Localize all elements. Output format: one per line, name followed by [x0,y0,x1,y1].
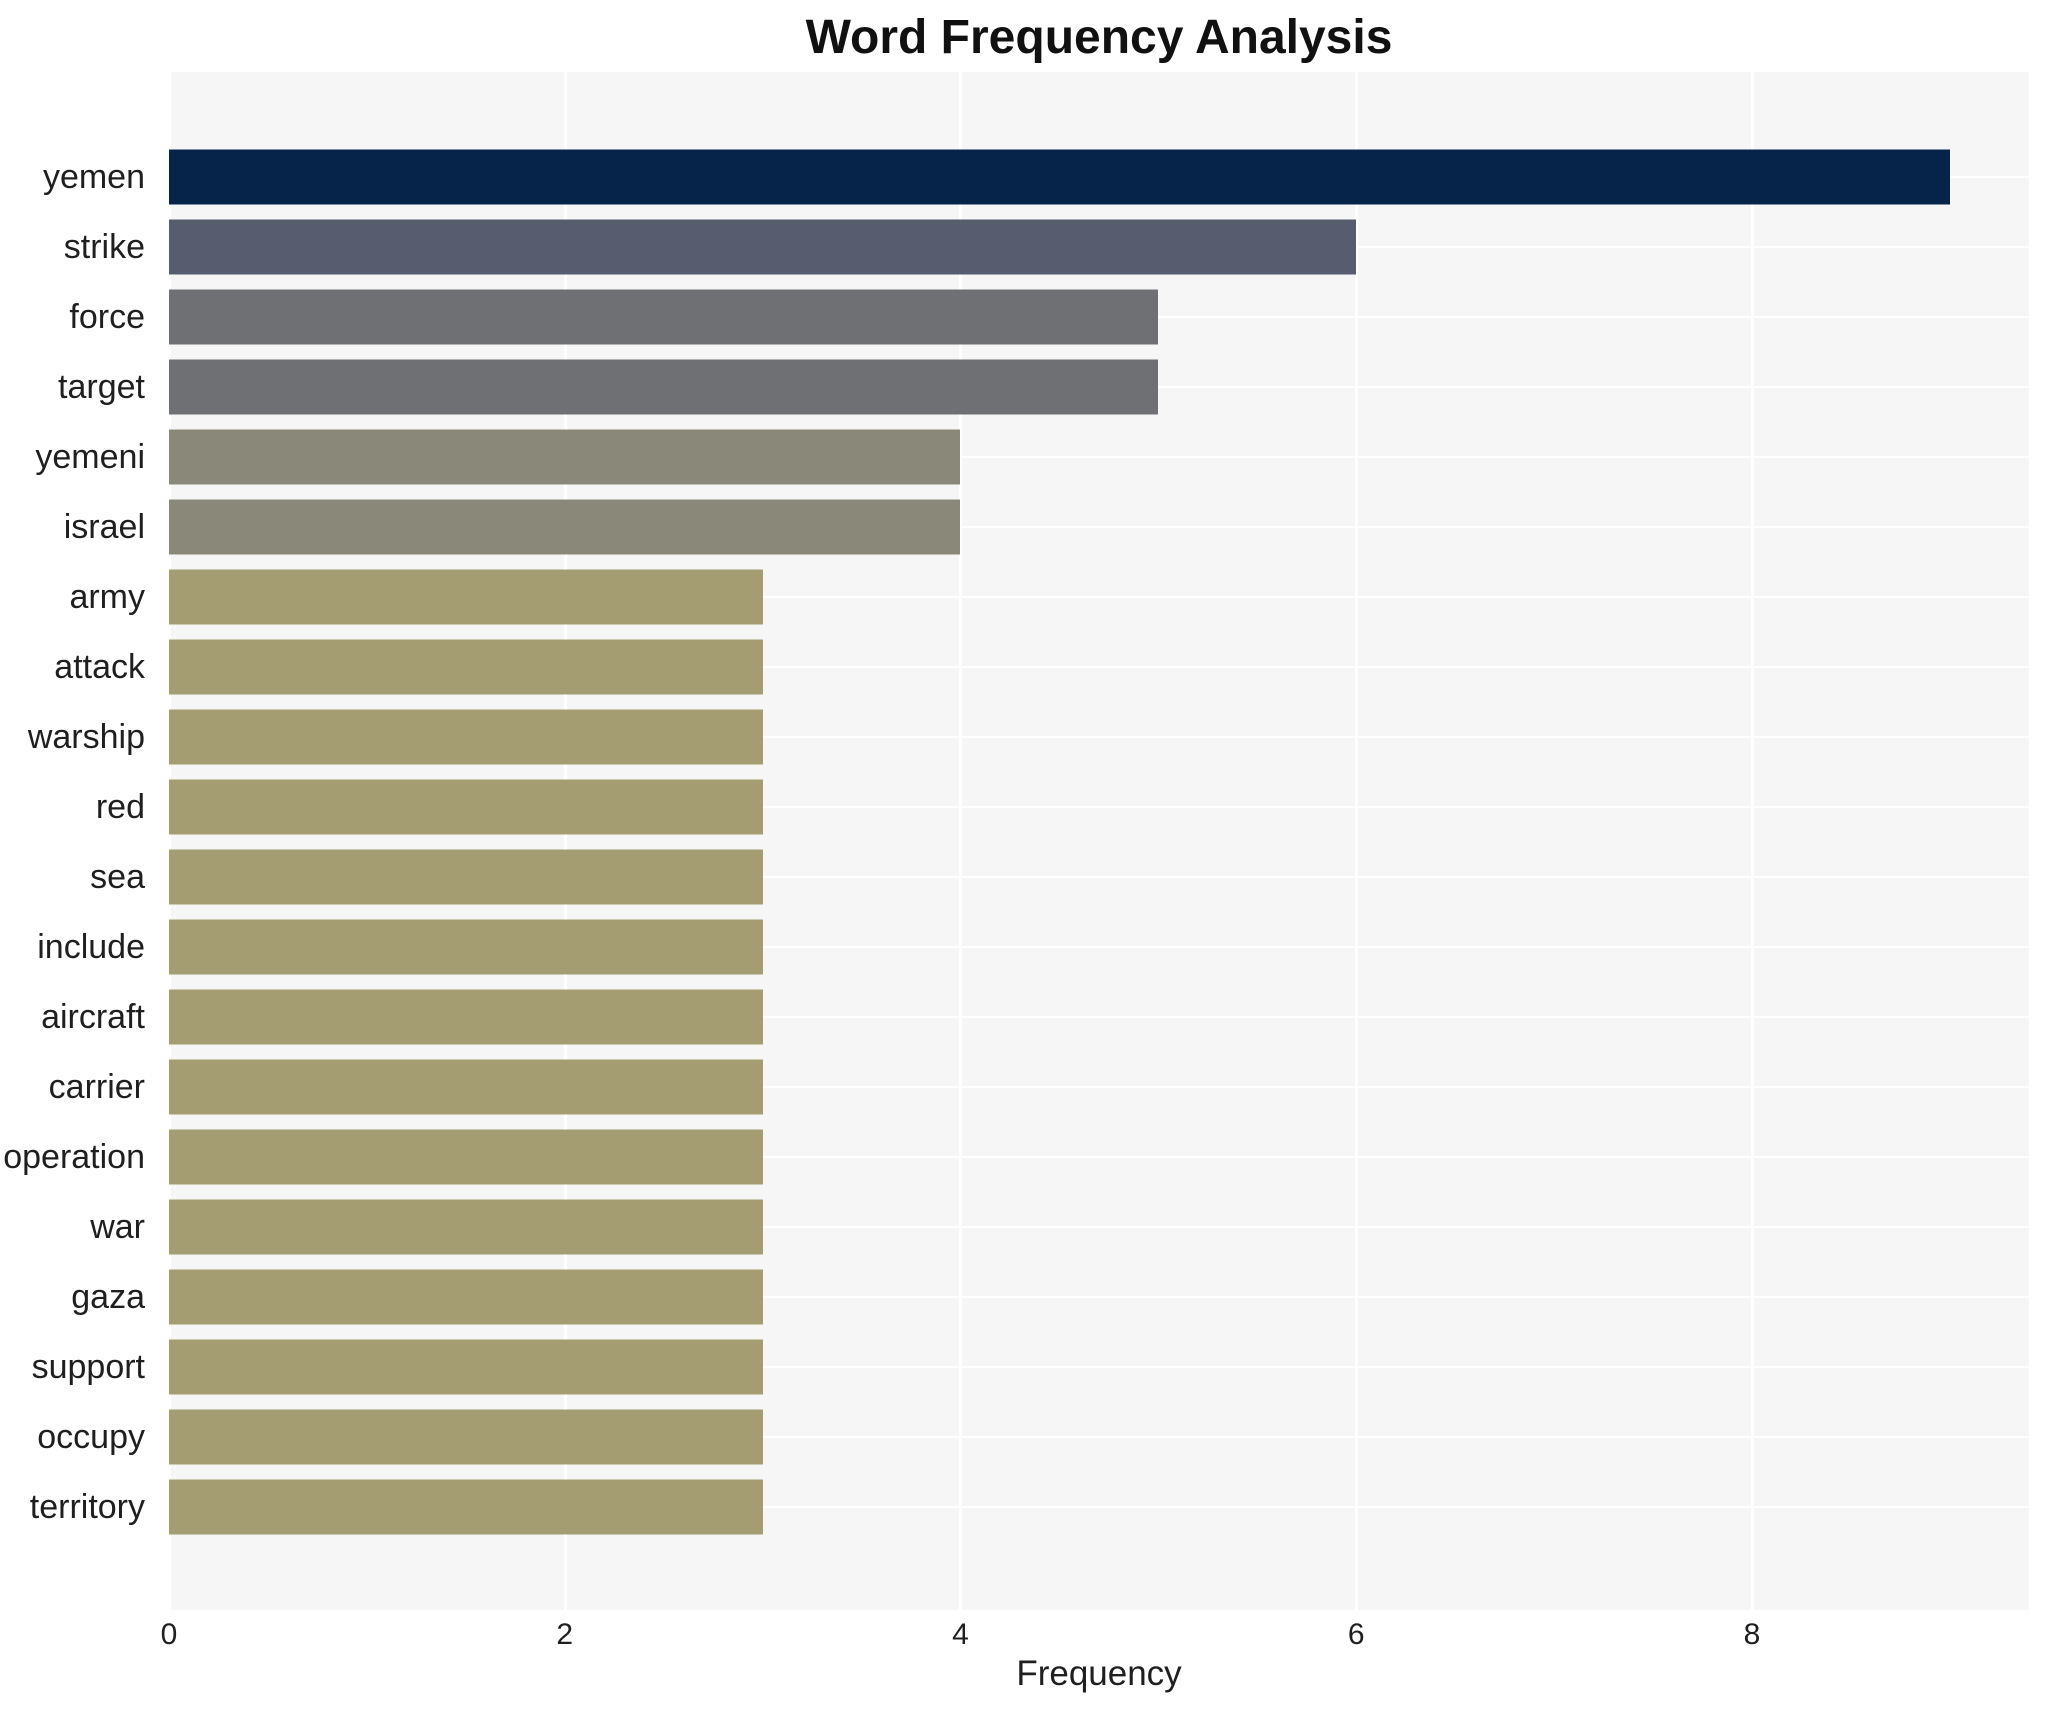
bar-row-occupy [169,1402,2029,1472]
bar-row-attack [169,632,2029,702]
bar-row-war [169,1192,2029,1262]
bar-row-operation [169,1122,2029,1192]
y-axis-label-aircraft: aircraft [41,997,145,1036]
bar-row-target [169,352,2029,422]
gridline-y-gaza [169,1296,2029,1298]
bar-gaza [169,1269,763,1325]
bar-carrier [169,1059,763,1115]
bar-row-strike [169,212,2029,282]
y-axis-label-territory: territory [29,1487,145,1526]
y-axis-label-force: force [69,297,145,336]
gridline-y-warship [169,736,2029,738]
bar-row-force [169,282,2029,352]
bar-red [169,779,763,835]
gridline-y-attack [169,666,2029,668]
y-axis-label-target: target [58,367,145,406]
bar-territory [169,1479,763,1535]
y-axis-label-sea: sea [90,857,145,896]
gridline-y-israel [169,526,2029,528]
bar-aircraft [169,989,763,1045]
bar-row-include [169,912,2029,982]
gridline-x-0 [168,72,171,1610]
y-axis-label-yemen: yemen [42,157,145,196]
bar-include [169,919,763,975]
bar-strike [169,219,1357,275]
gridline-y-territory [169,1506,2029,1508]
y-axis-label-warship: warship [27,717,145,756]
y-axis-label-operation: operation [3,1137,145,1176]
gridline-y-support [169,1366,2029,1368]
bar-row-gaza [169,1262,2029,1332]
gridline-y-sea [169,876,2029,878]
gridline-x-8 [1750,72,1754,1610]
x-tick-label-0: 0 [160,1618,178,1651]
bar-target [169,359,1159,415]
y-axis-label-army: army [69,577,145,616]
y-axis-label-carrier: carrier [48,1067,145,1106]
y-axis-label-gaza: gaza [71,1277,145,1316]
gridline-y-operation [169,1156,2029,1158]
plot-area [168,72,2029,1610]
bar-rows [169,142,2029,1542]
x-axis-ticks: 0 2 4 6 8 [161,1618,2029,1656]
gridline-x-4 [959,72,963,1610]
bar-israel [169,499,961,555]
bar-yemen [169,149,1950,205]
gridline-y-include [169,946,2029,948]
y-axis-label-red: red [95,787,145,826]
bar-row-warship [169,702,2029,772]
bar-attack [169,639,763,695]
bar-row-sea [169,842,2029,912]
bar-war [169,1199,763,1255]
gridline-y-war [169,1226,2029,1228]
y-axis-label-israel: israel [63,507,145,546]
bar-sea [169,849,763,905]
y-axis-label-yemeni: yemeni [35,437,145,476]
bar-yemeni [169,429,961,485]
gridline-x-6 [1355,72,1359,1610]
bar-row-support [169,1332,2029,1402]
gridline-y-carrier [169,1086,2029,1088]
gridline-x-2 [563,72,567,1610]
bar-row-territory [169,1472,2029,1542]
bar-row-yemeni [169,422,2029,492]
gridline-y-army [169,596,2029,598]
x-tick-label-4: 4 [952,1618,969,1651]
x-axis-title: Frequency [1016,1654,1182,1693]
x-tick-label-8: 8 [1743,1618,1761,1651]
bar-force [169,289,1159,345]
gridline-y-aircraft [169,1016,2029,1018]
bar-operation [169,1129,763,1185]
bar-row-yemen [169,142,2029,212]
y-axis-labels: yemen strike force target yemeni israel army at… [0,142,157,1542]
bar-support [169,1339,763,1395]
x-tick-label-2: 2 [556,1618,574,1651]
bar-occupy [169,1409,763,1465]
bar-warship [169,709,763,765]
gridline-y-yemeni [169,456,2029,458]
gridline-y-red [169,806,2029,808]
bar-army [169,569,763,625]
bar-row-army [169,562,2029,632]
y-axis-label-occupy: occupy [37,1417,145,1456]
bar-row-red [169,772,2029,842]
y-axis-label-war: war [90,1207,145,1246]
y-axis-label-include: include [37,927,145,966]
chart-title: Word Frequency Analysis [805,11,1393,64]
x-tick-label-6: 6 [1347,1618,1365,1651]
y-axis-label-attack: attack [54,647,145,686]
y-axis-label-strike: strike [63,227,145,266]
bar-row-aircraft [169,982,2029,1052]
bar-row-carrier [169,1052,2029,1122]
y-axis-label-support: support [31,1347,145,1386]
bar-row-israel [169,492,2029,562]
gridline-y-occupy [169,1436,2029,1438]
